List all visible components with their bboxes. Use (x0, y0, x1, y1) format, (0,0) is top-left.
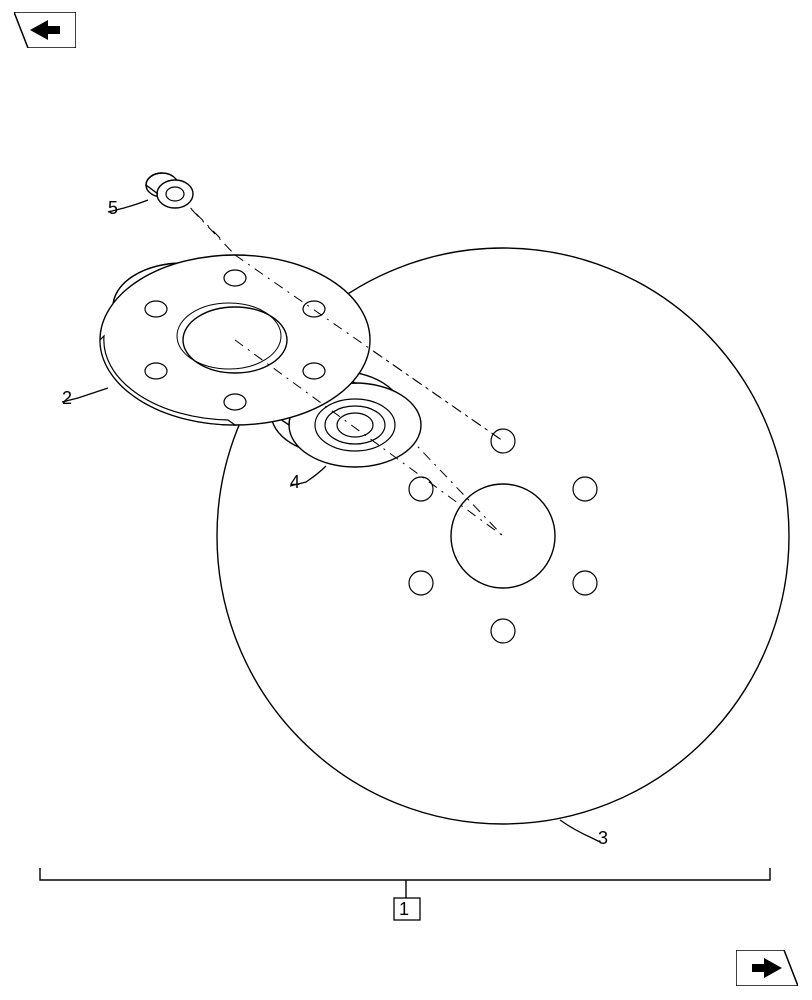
callout-3: 3 (598, 828, 608, 849)
diagram-canvas: 1 2 3 4 5 (0, 0, 812, 1000)
next-page-icon (736, 950, 798, 986)
callout-2: 2 (62, 388, 72, 409)
callout-5: 5 (108, 198, 118, 219)
assembly-drawing (0, 0, 812, 1000)
group-bracket (40, 868, 770, 898)
callout-4: 4 (290, 472, 300, 493)
callout-1: 1 (399, 899, 409, 920)
part-plug (146, 173, 193, 208)
